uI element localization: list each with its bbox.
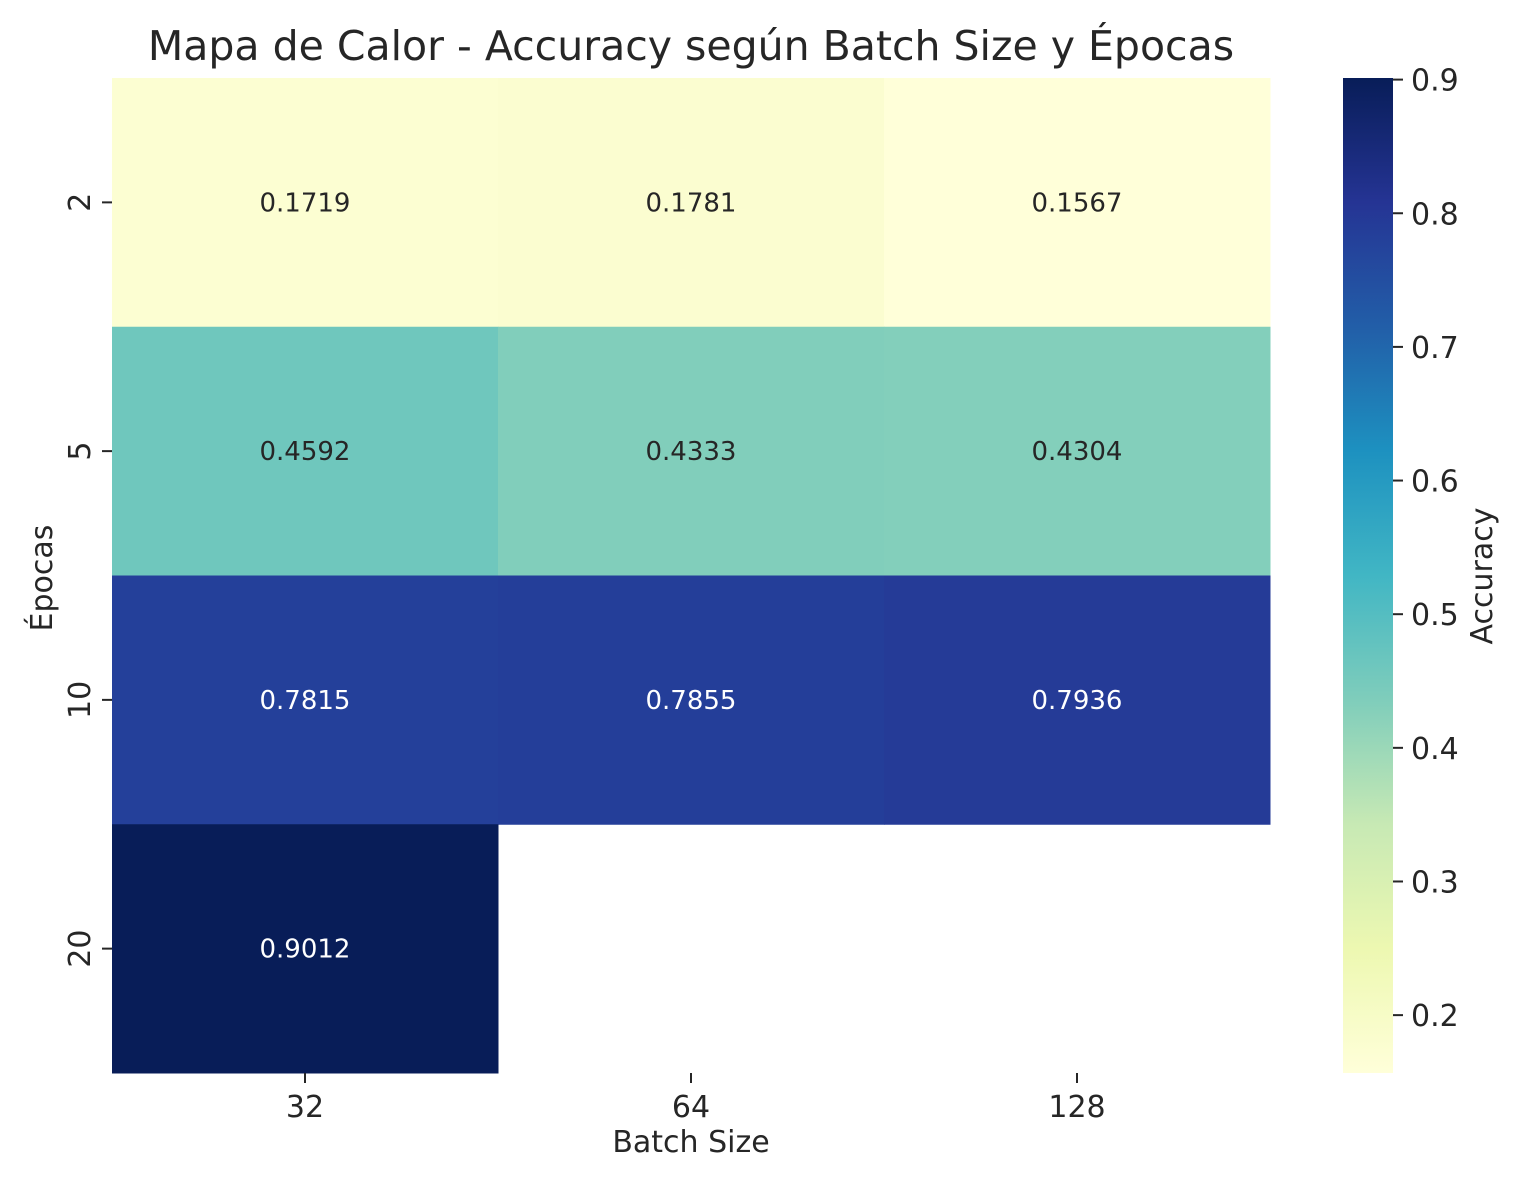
colorbar-tick-label: 0.6: [1411, 465, 1459, 500]
heatmap-cell: [498, 575, 885, 825]
x-axis: 32 64 128: [286, 1073, 1106, 1125]
heatmap-cell: [498, 78, 885, 328]
colorbar-tick-label: 0.4: [1411, 732, 1459, 767]
heatmap-cell: [884, 575, 1271, 825]
cell-value-label: 0.4333: [646, 437, 737, 467]
cell-value-label: 0.7815: [260, 686, 351, 716]
colorbar-tick-label: 0.3: [1411, 865, 1459, 900]
heatmap-cell: [884, 326, 1271, 576]
heatmap-cell: [112, 824, 499, 1074]
heatmap-cell: [112, 326, 499, 576]
x-axis-label: Batch Size: [612, 1125, 769, 1160]
colorbar-tick-label: 0.9: [1411, 64, 1459, 99]
colorbar-tick-label: 0.7: [1411, 331, 1459, 366]
heatmap-cell: [112, 78, 499, 328]
heatmap-cells: [112, 78, 1271, 1074]
x-tick-label: 128: [1048, 1090, 1105, 1125]
colorbar-tick-label: 0.5: [1411, 598, 1459, 633]
y-tick-label: 10: [63, 681, 98, 719]
heatmap-cell: [498, 326, 885, 576]
colorbar-tick-label: 0.2: [1411, 999, 1459, 1034]
colorbar-gradient: [1343, 78, 1393, 1073]
cell-value-label: 0.1719: [260, 188, 351, 218]
heatmap-cell: [112, 575, 499, 825]
colorbar: 0.2 0.3 0.4 0.5 0.6 0.7 0.8 0.9: [1343, 64, 1459, 1073]
y-tick-label: 20: [63, 930, 98, 968]
y-tick-label: 2: [63, 193, 98, 212]
y-axis: 2 5 10 20: [63, 193, 112, 968]
y-tick-label: 5: [63, 442, 98, 461]
cell-value-label: 0.7936: [1032, 686, 1123, 716]
cell-value-label: 0.9012: [260, 935, 351, 965]
chart-title: Mapa de Calor - Accuracy según Batch Siz…: [148, 22, 1234, 70]
cell-value-label: 0.4304: [1032, 437, 1123, 467]
heatmap-cell: [884, 78, 1271, 328]
x-tick-label: 64: [672, 1090, 710, 1125]
colorbar-label: Accuracy: [1465, 508, 1500, 645]
cell-value-labels: 0.1719 0.1781 0.1567 0.4592 0.4333 0.4304 0.78…: [260, 188, 1123, 964]
colorbar-tick-label: 0.8: [1411, 197, 1459, 232]
x-tick-label: 32: [286, 1090, 324, 1125]
cell-value-label: 0.1781: [646, 188, 737, 218]
cell-value-label: 0.4592: [260, 437, 351, 467]
y-axis-label: Épocas: [24, 525, 60, 632]
cell-value-label: 0.7855: [646, 686, 737, 716]
cell-value-label: 0.1567: [1032, 188, 1123, 218]
